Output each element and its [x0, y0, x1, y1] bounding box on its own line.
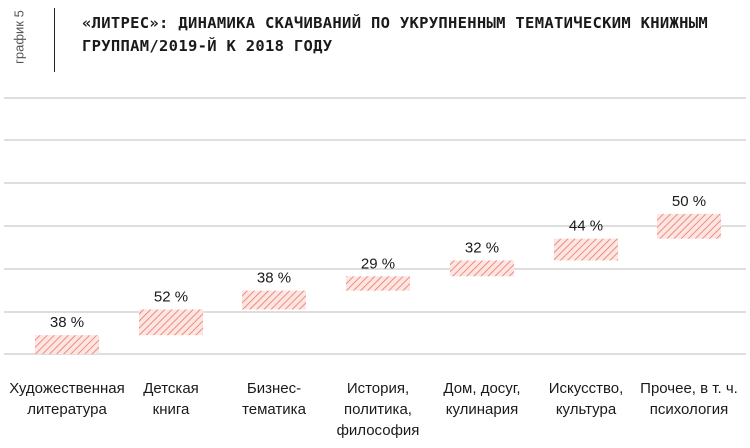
bar — [554, 238, 618, 261]
value-label: 44 % — [569, 218, 603, 235]
bar — [657, 213, 721, 239]
value-label: 29 % — [361, 255, 395, 272]
bar — [35, 335, 99, 354]
bar — [242, 290, 306, 310]
bar — [139, 309, 203, 336]
value-label: 52 % — [154, 288, 188, 305]
category-label-line: Прочее, в т. ч. — [640, 380, 738, 397]
category-label-line: История, — [346, 380, 410, 397]
category-label: Бизнес-тематика — [204, 378, 344, 420]
category-label-line: культура — [555, 401, 617, 418]
grid-lines — [4, 97, 746, 355]
category-label-line: книга — [152, 401, 190, 418]
bar — [450, 260, 514, 277]
bar — [346, 276, 410, 291]
category-label-line: политика, — [344, 401, 412, 418]
category-label-line: философия — [336, 422, 420, 439]
category-label: Искусство, культура — [516, 378, 656, 420]
category-label-line: Дом, досуг, — [443, 380, 521, 397]
category-label-line: тематика — [242, 401, 306, 418]
category-label-line: Детская — [143, 380, 199, 397]
category-label-line: литература — [27, 401, 107, 418]
value-label: 38 % — [257, 270, 291, 287]
category-label-line: Художественная — [9, 380, 125, 397]
category-label-line: Искусство, — [548, 380, 624, 397]
category-label: Художественная литература — [0, 378, 137, 420]
title-divider — [54, 8, 55, 72]
category-label: История, политика, философия — [308, 378, 448, 441]
category-label-line: Бизнес- — [246, 380, 302, 397]
category-label-line: кулинария — [445, 401, 519, 418]
chart-title: «ЛИТРЕС»: ДИНАМИКА СКАЧИВАНИЙ ПО УКРУПНЕ… — [82, 14, 709, 55]
category-label: Детская книга — [101, 378, 241, 420]
value-label: 32 % — [465, 239, 499, 256]
category-label-line: психология — [649, 401, 729, 418]
category-label: Дом, досуг, кулинария — [412, 378, 552, 420]
value-label: 38 % — [50, 314, 84, 331]
value-label: 50 % — [672, 193, 706, 210]
category-label: Прочее, в т. ч. психология — [619, 378, 750, 420]
bars — [35, 213, 721, 354]
value-labels: 38 % 52 % 38 % 29 % 32 % 44 % 50 % — [50, 193, 706, 331]
